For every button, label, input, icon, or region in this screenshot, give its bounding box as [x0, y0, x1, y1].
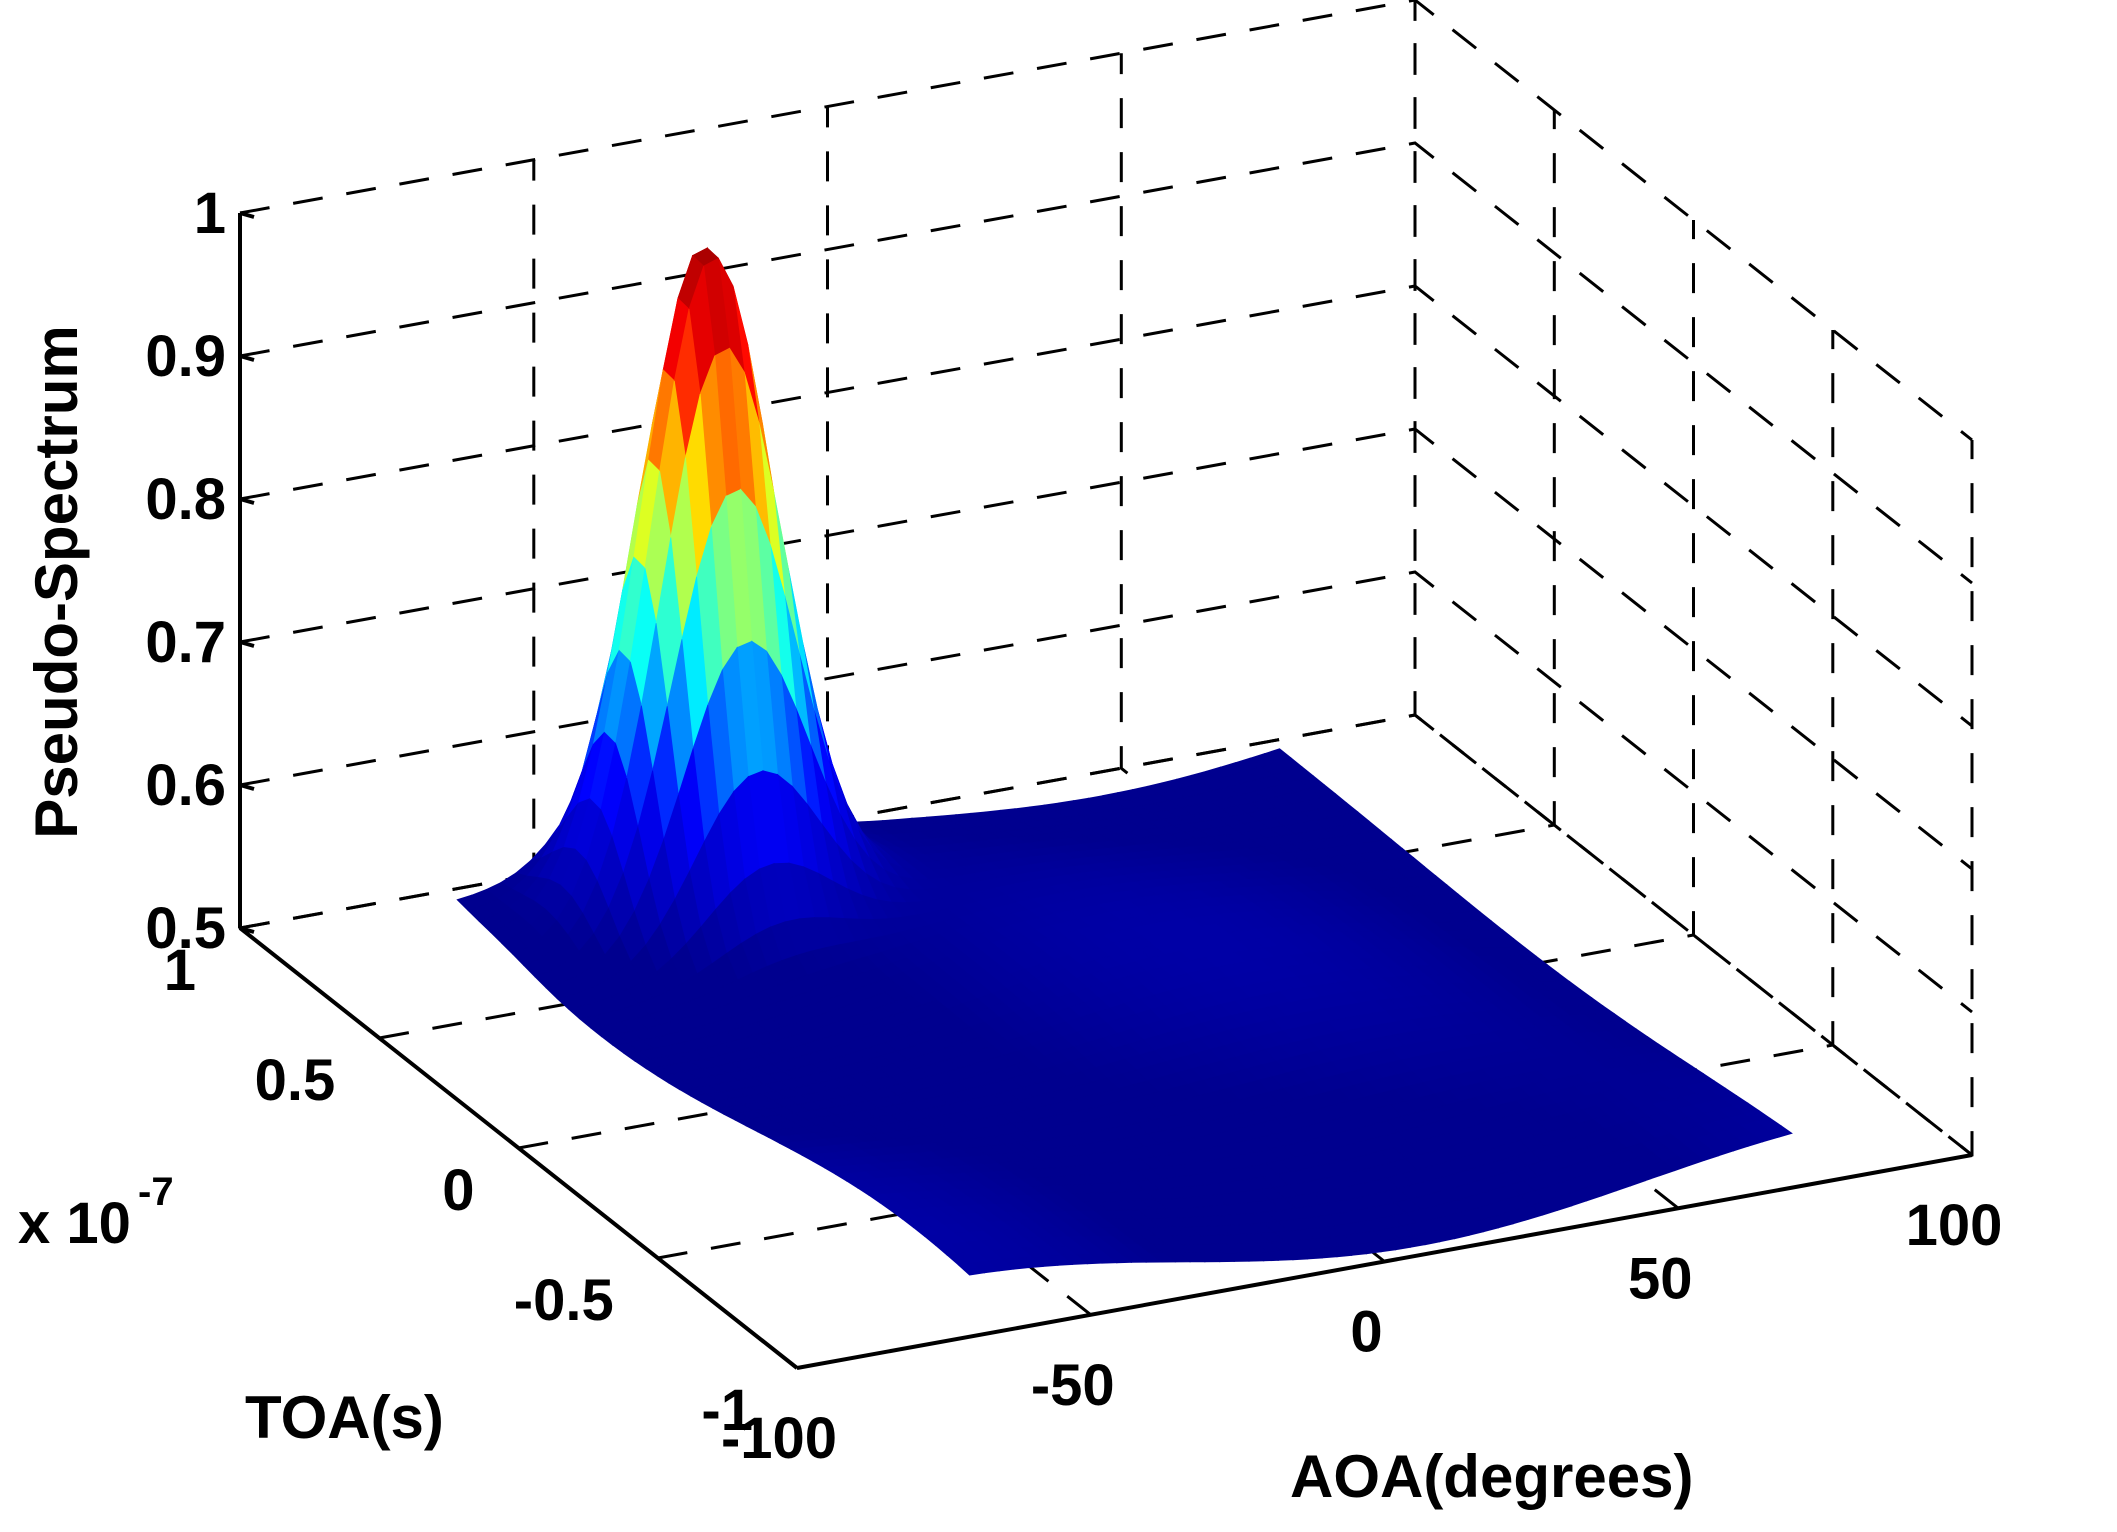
z-tick-mark [239, 783, 255, 791]
grid-z-5 [239, 0, 1973, 442]
x-tick-label: 0 [1350, 1300, 1382, 1365]
z-tick-label: 0.8 [145, 467, 226, 532]
x-tick-label: -100 [721, 1406, 837, 1471]
aoa-axis-line [796, 1153, 1973, 1370]
z-tick-mark [239, 354, 255, 362]
z-tick-mark [239, 211, 255, 219]
y-tick-label: -1 [701, 1378, 753, 1443]
z-tick-label: 0.7 [145, 610, 226, 675]
y-exponent-label: x 10 [18, 1191, 131, 1256]
y-exponent-power: -7 [138, 1170, 174, 1214]
y-tick-label: -0.5 [514, 1268, 614, 1333]
y-tick-label: 0.5 [255, 1048, 336, 1113]
surface-cell [957, 1262, 986, 1276]
y-tick-label: 1 [164, 938, 196, 1003]
z-tick-label: 0.9 [145, 324, 226, 389]
z-tick-mark [239, 640, 255, 648]
z-tick-mark [239, 926, 255, 934]
x-axis-label: AOA(degrees) [1290, 1443, 1693, 1510]
grid-z-4 [239, 141, 1973, 585]
toa-axis-line [238, 926, 799, 1370]
x-tick-label: -50 [1031, 1353, 1115, 1418]
x-tick-label: 50 [1628, 1246, 1693, 1311]
y-tick-label: 0 [442, 1158, 474, 1223]
z-axis-label: Pseudo-Spectrum [23, 325, 90, 838]
z-tick-label: 1 [194, 181, 226, 246]
surface [456, 246, 1793, 1276]
x-tick-label: 100 [1906, 1193, 2003, 1258]
grid-z-3 [239, 284, 1973, 728]
z-tick-label: 0.5 [145, 896, 226, 961]
y-axis-label: TOA(s) [245, 1384, 444, 1451]
z-tick-label: 0.6 [145, 753, 226, 818]
z-tick-mark [239, 497, 255, 505]
